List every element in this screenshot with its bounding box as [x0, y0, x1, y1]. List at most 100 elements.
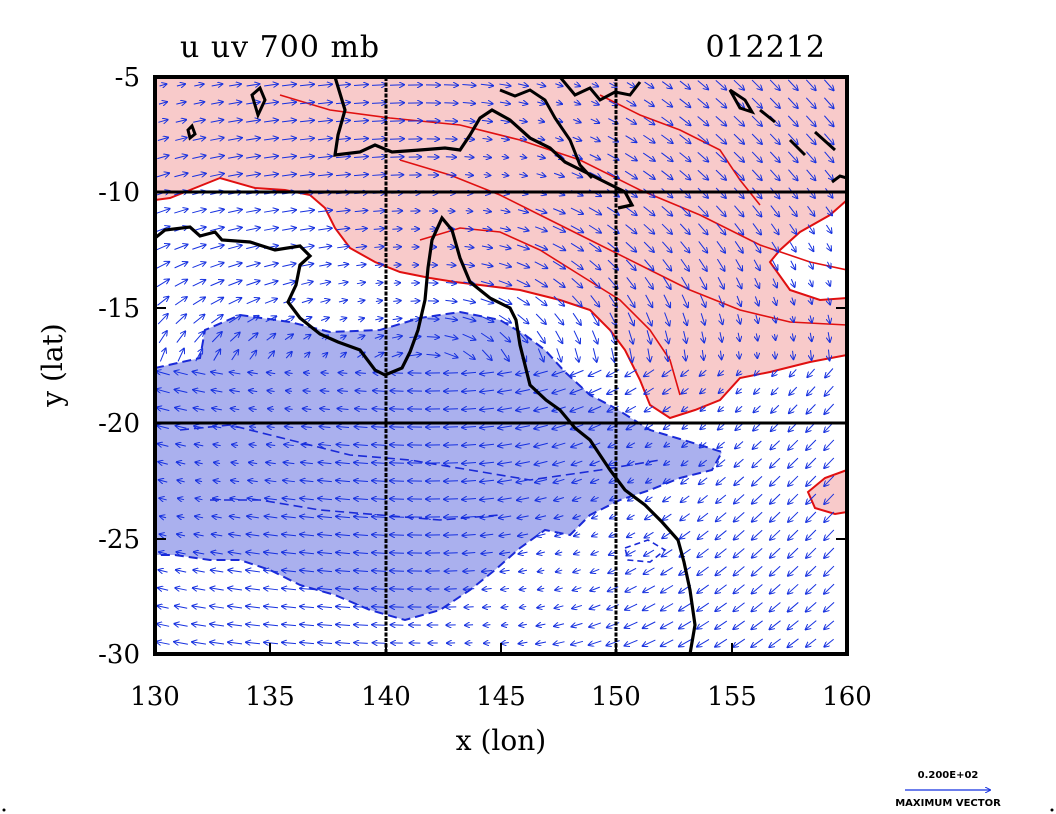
wind-vector-arrow	[156, 226, 169, 232]
wind-vector-arrow	[284, 462, 295, 463]
wind-vector-arrow	[825, 385, 834, 396]
wind-vector-arrow	[281, 174, 296, 176]
wind-vector-arrow	[592, 534, 599, 537]
wind-vector-arrow	[644, 387, 654, 394]
wind-vector-arrow	[626, 405, 637, 411]
wind-vector-arrow	[608, 101, 617, 105]
wind-vector-arrow	[715, 151, 726, 162]
wind-vector-arrow	[213, 349, 221, 361]
wind-vector-arrow	[231, 426, 239, 427]
wind-vector-arrow	[282, 642, 297, 643]
coastline-island	[831, 174, 847, 184]
wind-vector-arrow	[462, 317, 476, 321]
wind-vector-arrow	[589, 277, 600, 288]
wind-vector-arrow	[770, 511, 781, 522]
wind-vector-arrow	[319, 444, 331, 445]
wind-vector-arrow	[210, 174, 224, 177]
wind-vector-arrow	[810, 297, 812, 304]
wind-vector-arrow	[212, 534, 223, 536]
wind-vector-arrow	[571, 295, 581, 306]
wind-vector-arrow	[591, 312, 598, 325]
wind-vector-arrow	[733, 133, 744, 144]
wind-vector-arrow	[444, 409, 459, 410]
reference-vector-legend: 0.200E+02 MAXIMUM VECTOR	[895, 770, 1001, 809]
wind-vector-arrow	[752, 476, 763, 485]
wind-vector-arrow	[697, 134, 709, 143]
x-tick-label: 150	[591, 682, 641, 712]
wind-vector-arrow	[788, 583, 799, 593]
wind-vector-arrow	[444, 553, 458, 554]
wind-vector-arrow	[500, 570, 510, 571]
wind-vector-arrow	[572, 461, 583, 465]
wind-vector-arrow	[317, 156, 332, 157]
wind-vector-arrow	[606, 640, 620, 646]
wind-vector-arrow	[246, 156, 260, 158]
wind-vector-arrow	[663, 406, 671, 412]
wind-vector-arrow	[247, 534, 260, 536]
wind-vector-arrow	[195, 349, 202, 362]
wind-vector-arrow	[157, 606, 169, 609]
wind-vector-arrow	[516, 262, 529, 268]
wind-vector-arrow	[444, 352, 457, 358]
wind-vector-arrow	[444, 336, 458, 339]
wind-vector-arrow	[590, 587, 600, 591]
wind-vector-arrow	[552, 424, 566, 429]
wind-vector-arrow	[806, 493, 817, 504]
wind-vector-arrow	[372, 481, 387, 482]
wind-vector-arrow	[627, 424, 636, 430]
wind-vector-arrow	[318, 642, 333, 643]
wind-vector-arrow	[228, 156, 242, 158]
wind-vector-arrow	[536, 516, 547, 519]
wind-vector-arrow	[737, 371, 741, 375]
wind-vector-arrow	[281, 156, 296, 158]
wind-vector-arrow	[159, 480, 168, 482]
wind-vector-arrow	[444, 391, 459, 392]
wind-vector-arrow	[499, 246, 511, 249]
wind-vector-arrow	[751, 79, 762, 90]
wind-vector-arrow	[806, 601, 817, 611]
wind-vector-arrow	[570, 225, 583, 233]
wind-vector-arrow	[212, 390, 223, 392]
wind-vector-arrow	[607, 259, 618, 270]
wind-vector-arrow	[444, 427, 459, 428]
x-tick-label: 130	[130, 682, 180, 712]
wind-vector-arrow	[374, 265, 383, 266]
coastline-island	[186, 123, 197, 141]
wind-vector-arrow	[733, 79, 744, 90]
wind-vector-arrow	[372, 463, 387, 464]
wind-vector-arrow	[625, 206, 636, 215]
wind-vector-arrow	[682, 443, 689, 447]
wind-vector-arrow	[555, 138, 563, 141]
wind-vector-arrow	[769, 133, 780, 144]
wind-vector-arrow	[393, 283, 400, 284]
wind-vector-arrow	[681, 369, 690, 376]
wind-vector-arrow	[534, 370, 548, 375]
wind-vector-arrow	[498, 390, 512, 392]
wind-vector-arrow	[770, 457, 781, 467]
wind-vector-arrow	[317, 102, 332, 103]
wind-vector-arrow	[716, 530, 727, 540]
wind-vector-arrow	[462, 426, 477, 427]
wind-vector-arrow	[752, 511, 763, 521]
wind-vector-arrow	[392, 247, 401, 248]
wind-vector-arrow	[444, 318, 457, 320]
wind-vector-arrow	[246, 298, 260, 305]
wind-vector-arrow	[282, 606, 297, 607]
wind-vector-arrow	[574, 534, 581, 536]
wind-vector-arrow	[392, 318, 402, 319]
wind-vector-arrow	[752, 547, 763, 557]
wind-vector-arrow	[646, 330, 651, 343]
wind-vector-arrow	[555, 516, 564, 519]
wind-vector-arrow	[788, 638, 799, 647]
wind-vector-arrow	[788, 547, 799, 558]
wind-vector-arrow	[336, 588, 351, 589]
wind-vector-arrow	[502, 607, 509, 608]
wind-vector-arrow	[684, 349, 686, 361]
wind-vector-arrow	[301, 299, 312, 302]
wind-vector-arrow	[519, 624, 527, 625]
wind-vector-arrow	[517, 314, 529, 324]
wind-vector-arrow	[661, 170, 672, 180]
wind-vector-arrow	[264, 552, 279, 554]
wind-vector-arrow	[249, 390, 258, 391]
wind-vector-arrow	[643, 223, 654, 233]
